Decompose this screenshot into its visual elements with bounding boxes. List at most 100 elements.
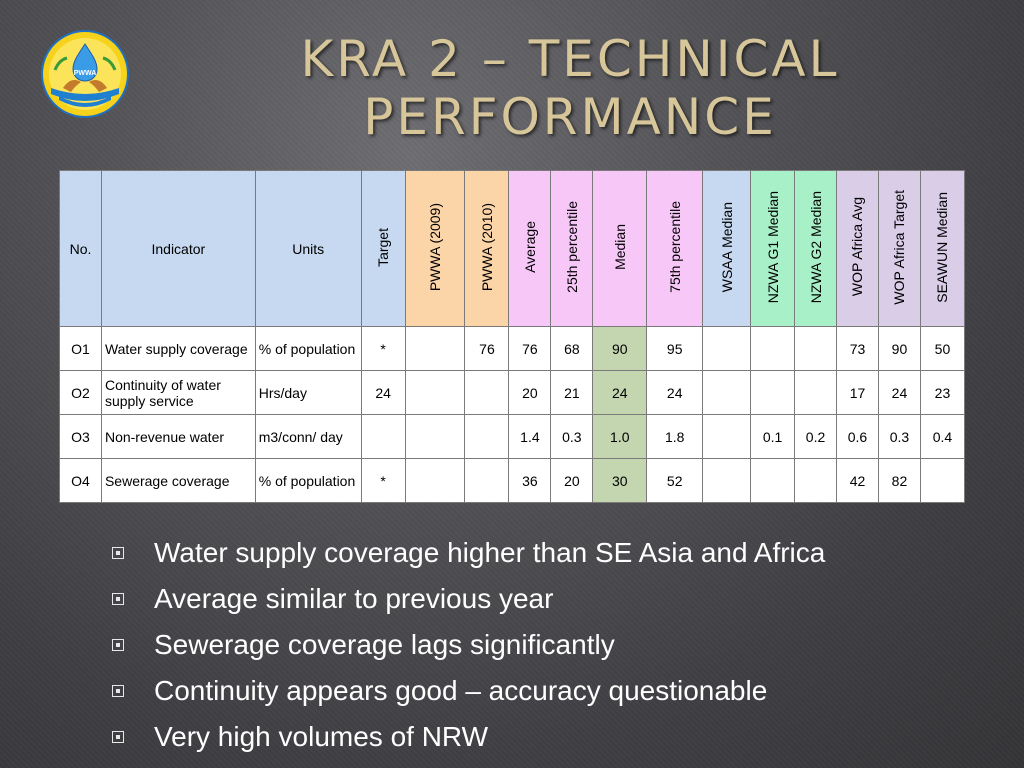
cell-units: m3/conn/ day — [254, 414, 362, 459]
header-nzwa-g1-median: NZWA G1 Median — [750, 170, 796, 327]
square-bullet-icon — [112, 639, 124, 651]
cell-units: % of population — [254, 326, 362, 371]
cell-wop-africa-target: 24 — [877, 370, 921, 415]
cell-no: O4 — [59, 458, 102, 503]
cell-average: 20 — [508, 370, 552, 415]
header-average-label: Average — [521, 221, 538, 273]
bullet-text: Sewerage coverage lags significantly — [154, 629, 615, 660]
cell-target: 24 — [360, 370, 406, 415]
logo-text: PWWA — [74, 70, 97, 77]
header-wop-africa-avg-label: WOP Africa Avg — [849, 197, 866, 297]
header-seawun-median: SEAWUN Median — [919, 170, 966, 327]
cell-average: 1.4 — [508, 414, 552, 459]
title-line-1: KRA 2 – TECHNICAL — [300, 30, 840, 88]
header-nzwa-g2-median: NZWA G2 Median — [794, 170, 838, 327]
table-row: O1 Water supply coverage % of population… — [59, 326, 966, 371]
square-bullet-icon — [112, 593, 124, 605]
header-median: Median — [592, 170, 648, 327]
page-title: KRA 2 – TECHNICAL PERFORMANCE — [200, 30, 940, 146]
bullet-item: Water supply coverage higher than SE Asi… — [112, 530, 992, 576]
kra-performance-table: No. Indicator Units Target PWWA (2009) P… — [59, 170, 966, 503]
header-wop-africa-avg: WOP Africa Avg — [836, 170, 879, 327]
header-25th-percentile-label: 25th percentile — [563, 201, 580, 293]
header-target-label: Target — [375, 227, 392, 267]
bullet-text: Average similar to previous year — [154, 583, 554, 614]
bullet-item: Continuity appears good – accuracy quest… — [112, 668, 992, 714]
cell-seawun-median: 0.4 — [919, 414, 966, 459]
cell-wop-africa-avg: 42 — [836, 458, 879, 503]
cell-units: Hrs/day — [254, 370, 362, 415]
cell-indicator: Sewerage coverage — [100, 458, 256, 503]
cell-no: O1 — [59, 326, 102, 371]
cell-nzwa-g2-median — [794, 458, 838, 503]
cell-75th-percentile: 95 — [646, 326, 704, 371]
cell-no: O3 — [59, 414, 102, 459]
pwwa-logo: PWWA — [41, 30, 129, 118]
cell-pwwa-2009 — [404, 458, 466, 503]
cell-pwwa-2010 — [464, 458, 510, 503]
cell-wsaa-median — [702, 458, 752, 503]
cell-units: % of population — [254, 458, 362, 503]
cell-indicator: Continuity of water supply service — [100, 370, 256, 415]
header-units: Units — [254, 170, 362, 327]
cell-wop-africa-avg: 73 — [836, 326, 879, 371]
cell-nzwa-g1-median — [750, 326, 796, 371]
header-wsaa-median-label: WSAA Median — [718, 201, 735, 293]
header-nzwa-g1-median-label: NZWA G1 Median — [764, 190, 781, 304]
cell-wop-africa-target: 0.3 — [877, 414, 921, 459]
cell-wop-africa-target: 90 — [877, 326, 921, 371]
bullet-text: Water supply coverage higher than SE Asi… — [154, 537, 826, 568]
header-row: No. Indicator Units Target PWWA (2009) P… — [59, 170, 966, 327]
cell-nzwa-g1-median: 0.1 — [750, 414, 796, 459]
cell-target: * — [360, 458, 406, 503]
bullet-list: Water supply coverage higher than SE Asi… — [112, 530, 992, 760]
cell-nzwa-g1-median — [750, 370, 796, 415]
square-bullet-icon — [112, 685, 124, 697]
header-median-label: Median — [611, 224, 628, 270]
cell-nzwa-g2-median — [794, 370, 838, 415]
table-row: O3 Non-revenue water m3/conn/ day 1.4 0.… — [59, 414, 966, 459]
header-pwwa-2009-label: PWWA (2009) — [427, 202, 444, 292]
cell-seawun-median: 50 — [919, 326, 966, 371]
header-no: No. — [59, 170, 102, 327]
header-75th-percentile: 75th percentile — [646, 170, 704, 327]
cell-wop-africa-target: 82 — [877, 458, 921, 503]
bullet-text: Continuity appears good – accuracy quest… — [154, 675, 768, 706]
cell-75th-percentile: 24 — [646, 370, 704, 415]
cell-pwwa-2010: 76 — [464, 326, 510, 371]
header-wsaa-median: WSAA Median — [702, 170, 752, 327]
cell-seawun-median — [919, 458, 966, 503]
cell-pwwa-2009 — [404, 326, 466, 371]
cell-indicator: Water supply coverage — [100, 326, 256, 371]
cell-nzwa-g1-median — [750, 458, 796, 503]
cell-indicator: Non-revenue water — [100, 414, 256, 459]
cell-pwwa-2010 — [464, 370, 510, 415]
cell-75th-percentile: 1.8 — [646, 414, 704, 459]
header-pwwa-2010-label: PWWA (2010) — [478, 202, 495, 292]
cell-wsaa-median — [702, 414, 752, 459]
bullet-item: Sewerage coverage lags significantly — [112, 622, 992, 668]
cell-average: 36 — [508, 458, 552, 503]
bullet-text: Very high volumes of NRW — [154, 721, 489, 752]
cell-median: 1.0 — [592, 414, 648, 459]
header-wop-africa-target-label: WOP Africa Target — [891, 189, 908, 305]
header-average: Average — [508, 170, 552, 327]
cell-pwwa-2009 — [404, 370, 466, 415]
title-line-2: PERFORMANCE — [363, 88, 777, 146]
table-row: O4 Sewerage coverage % of population * 3… — [59, 458, 966, 503]
table-row: O2 Continuity of water supply service Hr… — [59, 370, 966, 415]
cell-pwwa-2009 — [404, 414, 466, 459]
header-target: Target — [360, 170, 406, 327]
cell-nzwa-g2-median: 0.2 — [794, 414, 838, 459]
cell-seawun-median: 23 — [919, 370, 966, 415]
header-pwwa-2010: PWWA (2010) — [464, 170, 510, 327]
header-25th-percentile: 25th percentile — [550, 170, 594, 327]
cell-nzwa-g2-median — [794, 326, 838, 371]
header-seawun-median-label: SEAWUN Median — [934, 191, 951, 303]
cell-pwwa-2010 — [464, 414, 510, 459]
cell-25th-percentile: 21 — [550, 370, 594, 415]
bullet-item: Very high volumes of NRW — [112, 714, 992, 760]
cell-25th-percentile: 0.3 — [550, 414, 594, 459]
cell-75th-percentile: 52 — [646, 458, 704, 503]
square-bullet-icon — [112, 547, 124, 559]
